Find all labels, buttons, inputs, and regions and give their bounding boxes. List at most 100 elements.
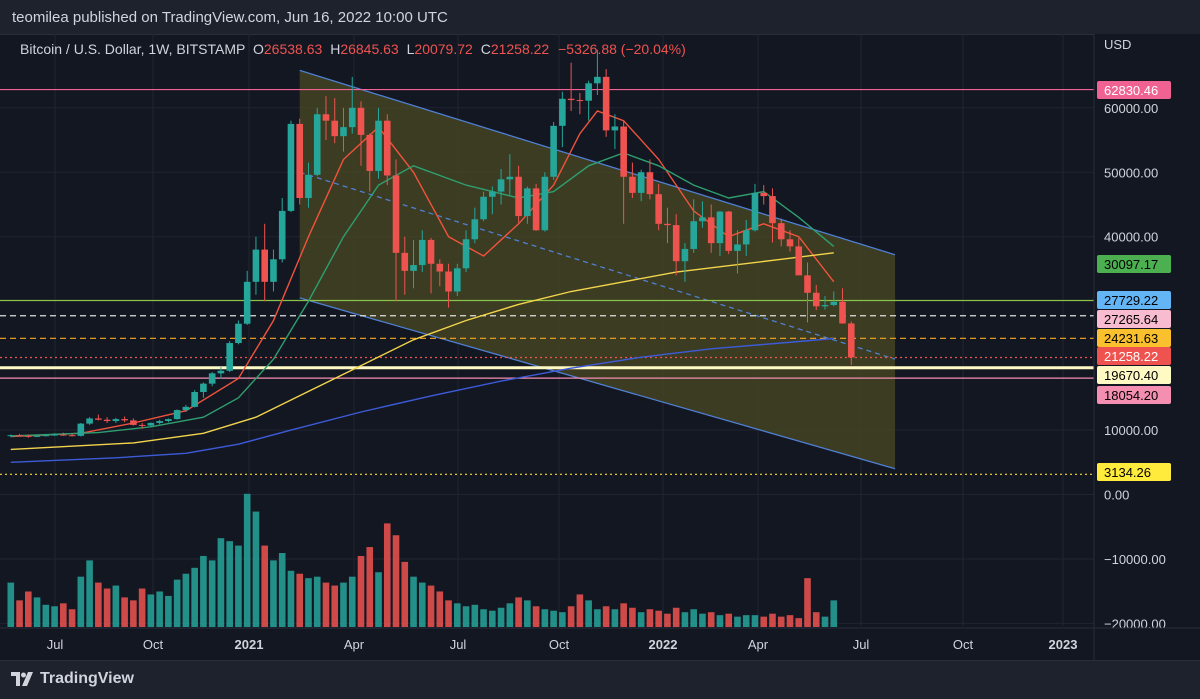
- candle-body-6[interactable]: [60, 434, 67, 436]
- candle-body-63[interactable]: [559, 98, 566, 126]
- candle-body-71[interactable]: [629, 176, 636, 193]
- candle-body-55[interactable]: [489, 191, 496, 197]
- moving-average-2[interactable]: [10, 252, 834, 451]
- candle-body-26[interactable]: [235, 323, 242, 344]
- candle-body-41[interactable]: [366, 134, 374, 171]
- candle-body-59[interactable]: [524, 188, 531, 217]
- candle-body-82[interactable]: [725, 211, 733, 251]
- candle-body-42[interactable]: [375, 120, 382, 171]
- candle-body-57[interactable]: [506, 176, 514, 180]
- candle-body-70[interactable]: [620, 126, 627, 177]
- candle-body-95[interactable]: [839, 301, 846, 324]
- candle-body-60[interactable]: [532, 188, 540, 231]
- candle-body-65[interactable]: [576, 100, 584, 102]
- candle-body-40[interactable]: [357, 107, 365, 135]
- candle-body-46[interactable]: [410, 265, 417, 271]
- candle-body-72[interactable]: [637, 172, 645, 193]
- candle-body-54[interactable]: [480, 196, 487, 220]
- candle-body-10[interactable]: [95, 418, 102, 420]
- candle-body-64[interactable]: [567, 98, 575, 101]
- candle-body-16[interactable]: [147, 422, 155, 426]
- candle-body-93[interactable]: [821, 305, 829, 307]
- candle-body-15[interactable]: [138, 424, 146, 426]
- candle-body-21[interactable]: [191, 392, 198, 407]
- candle-body-79[interactable]: [699, 217, 706, 222]
- candle-body-31[interactable]: [278, 210, 286, 260]
- moving-average-1[interactable]: [10, 152, 835, 437]
- candle-body-96[interactable]: [847, 323, 855, 358]
- candle-body-17[interactable]: [156, 421, 163, 423]
- candle-body-69[interactable]: [611, 126, 619, 131]
- candle-body-91[interactable]: [804, 275, 811, 293]
- candle-body-0[interactable]: [7, 435, 15, 437]
- candle-body-68[interactable]: [602, 76, 610, 131]
- price-tag-6[interactable]: [1097, 366, 1171, 384]
- channel-lower-line[interactable]: [299, 297, 896, 470]
- candle-body-27[interactable]: [243, 281, 251, 324]
- candle-body-18[interactable]: [165, 419, 172, 422]
- price-tag-5[interactable]: [1097, 347, 1171, 365]
- candle-body-44[interactable]: [392, 175, 400, 253]
- candle-body-58[interactable]: [515, 176, 522, 217]
- candle-body-81[interactable]: [716, 211, 724, 244]
- price-tag-7[interactable]: [1097, 386, 1171, 404]
- candle-body-89[interactable]: [786, 239, 794, 247]
- candle-body-76[interactable]: [672, 225, 680, 262]
- candle-body-90[interactable]: [795, 246, 803, 276]
- candle-body-67[interactable]: [594, 76, 601, 84]
- candle-body-50[interactable]: [445, 271, 452, 292]
- candle-body-24[interactable]: [217, 370, 225, 374]
- candle-body-28[interactable]: [252, 249, 260, 282]
- candle-body-7[interactable]: [68, 435, 76, 437]
- price-tag-1[interactable]: [1097, 255, 1171, 273]
- candle-body-75[interactable]: [664, 223, 671, 226]
- candle-body-61[interactable]: [541, 176, 549, 231]
- candle-body-43[interactable]: [383, 120, 391, 176]
- candle-body-52[interactable]: [462, 239, 470, 269]
- candle-body-80[interactable]: [707, 217, 715, 244]
- price-tag-4[interactable]: [1097, 329, 1171, 347]
- price-tag-8[interactable]: [1097, 463, 1171, 481]
- candle-body-32[interactable]: [287, 123, 295, 211]
- candle-body-88[interactable]: [777, 223, 785, 240]
- candle-body-94[interactable]: [830, 301, 838, 306]
- candle-body-86[interactable]: [760, 192, 768, 197]
- candle-body-83[interactable]: [734, 244, 741, 251]
- candle-body-53[interactable]: [471, 219, 479, 240]
- candle-body-45[interactable]: [401, 252, 409, 271]
- candle-body-25[interactable]: [226, 343, 233, 371]
- candle-body-13[interactable]: [121, 419, 128, 421]
- candle-body-73[interactable]: [646, 172, 654, 195]
- candle-body-14[interactable]: [130, 420, 137, 425]
- candle-body-56[interactable]: [497, 179, 505, 192]
- candle-body-78[interactable]: [690, 221, 697, 249]
- candle-body-39[interactable]: [348, 107, 356, 128]
- candle-body-84[interactable]: [742, 230, 750, 245]
- candle-body-47[interactable]: [418, 239, 426, 266]
- tradingview-logo[interactable]: TradingView: [10, 670, 134, 688]
- candle-body-35[interactable]: [313, 114, 321, 175]
- candle-body-23[interactable]: [208, 373, 216, 384]
- candle-body-87[interactable]: [769, 196, 776, 224]
- candle-body-12[interactable]: [112, 419, 120, 422]
- candle-body-85[interactable]: [751, 192, 759, 231]
- moving-average-3[interactable]: [10, 337, 834, 463]
- candle-body-20[interactable]: [182, 406, 190, 411]
- candle-body-29[interactable]: [261, 249, 268, 282]
- candle-body-77[interactable]: [681, 248, 689, 262]
- candle-body-3[interactable]: [33, 435, 41, 437]
- candle-body-48[interactable]: [427, 239, 435, 264]
- candle-body-22[interactable]: [200, 383, 207, 393]
- candle-body-62[interactable]: [550, 125, 557, 177]
- candle-body-38[interactable]: [340, 127, 347, 137]
- candle-body-92[interactable]: [812, 292, 820, 307]
- candle-body-66[interactable]: [585, 83, 592, 101]
- candle-body-11[interactable]: [103, 419, 111, 422]
- candle-body-51[interactable]: [454, 268, 461, 292]
- candle-body-34[interactable]: [305, 174, 312, 199]
- candle-body-2[interactable]: [25, 435, 32, 437]
- candle-body-49[interactable]: [436, 263, 444, 272]
- price-tag-0[interactable]: [1097, 81, 1171, 99]
- candle-body-74[interactable]: [655, 194, 662, 224]
- candle-body-36[interactable]: [322, 114, 330, 121]
